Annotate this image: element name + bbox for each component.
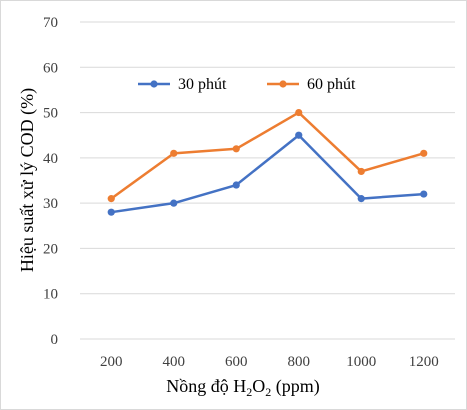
y-tick-label: 20 [43,241,58,257]
x-axis-title-mid: O [252,376,265,396]
x-axis-title-tail: (ppm) [271,376,320,397]
data-point [295,131,303,139]
data-point [232,181,240,189]
legend-label-60: 60 phút [307,76,356,93]
legend: 30 phút 60 phút [138,76,356,93]
data-point [295,108,303,117]
series-line-1 [110,111,425,200]
series-group [107,108,428,216]
y-tick-label: 0 [51,332,59,348]
x-tick-label: 600 [225,354,248,370]
data-point [107,208,115,216]
x-axis-title-sub1: 2 [246,385,252,399]
y-tick-label: 40 [43,151,58,167]
legend-label-30: 30 phút [178,76,227,93]
data-point [357,167,365,176]
y-tick-label: 70 [43,15,58,31]
y-tick-label: 60 [43,60,58,76]
y-axis-title: Hiệu suất xử lý COD (%) [17,88,38,272]
x-tick-label: 1200 [409,354,439,370]
data-point [357,195,365,203]
y-tick-labels: 0 10 20 30 40 50 60 70 [43,15,58,348]
legend-marker-60 [279,80,287,88]
x-tick-labels: 200 400 600 800 1000 1200 [100,354,439,370]
data-point [170,199,178,207]
x-axis-title-main: Nồng độ H [166,376,246,396]
y-tick-label: 30 [43,196,58,212]
series-line-0 [111,133,424,214]
y-tick-label: 10 [43,287,58,303]
x-tick-label: 200 [100,354,123,370]
x-tick-label: 800 [288,354,311,370]
y-tick-label: 50 [43,106,58,122]
data-point [420,149,428,157]
x-tick-label: 400 [163,354,186,370]
data-point [420,190,428,198]
data-point [107,195,115,203]
data-point [232,145,240,153]
legend-marker-30 [150,80,158,88]
x-tick-label: 1000 [346,354,376,370]
gridlines [80,21,455,340]
x-axis-title-sub2: 2 [265,385,271,399]
data-point [170,149,178,157]
x-axis-title: Nồng độ H2O2 (ppm) [166,376,320,399]
